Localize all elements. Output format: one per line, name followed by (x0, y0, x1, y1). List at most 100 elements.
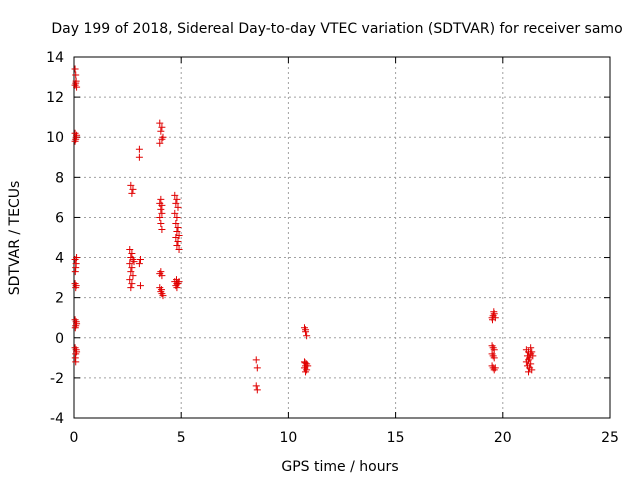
data-point (71, 137, 79, 145)
data-point (156, 139, 164, 147)
x-tick-label: 25 (601, 430, 619, 446)
y-tick-label: 12 (46, 90, 64, 106)
data-point (128, 264, 136, 272)
y-tick-label: 2 (55, 291, 64, 307)
data-point (126, 246, 134, 254)
plot-frame (73, 56, 611, 419)
data-point (528, 348, 536, 356)
data-point (73, 254, 81, 262)
data-point (135, 153, 143, 161)
x-tick-label: 0 (70, 430, 79, 446)
data-point (527, 344, 535, 352)
data-point (490, 346, 498, 354)
data-point (175, 246, 183, 254)
data-point (158, 272, 166, 280)
data-point (172, 199, 180, 207)
y-tick-label: 0 (55, 331, 64, 347)
data-point (129, 272, 137, 280)
data-point (136, 256, 144, 264)
x-tick-label: 5 (177, 430, 186, 446)
data-point (172, 276, 180, 284)
data-point (157, 127, 165, 135)
y-tick-label: 14 (46, 50, 64, 66)
axis-ticks (73, 56, 611, 419)
data-point (127, 181, 135, 189)
data-point (158, 209, 166, 217)
data-point (130, 258, 138, 266)
data-point (491, 364, 499, 372)
data-point (159, 292, 167, 300)
data-point (157, 205, 165, 213)
data-point (73, 348, 81, 356)
data-point (252, 382, 260, 390)
data-point (158, 225, 166, 233)
x-tick-label: 10 (279, 430, 297, 446)
data-point (73, 131, 81, 139)
data-point (126, 276, 134, 284)
data-point (73, 83, 81, 91)
data-point (302, 368, 310, 376)
data-point (126, 260, 134, 268)
x-tick-labels: 0 5 10 15 20 25 (70, 430, 619, 446)
data-point (157, 195, 165, 203)
y-tick-label: 6 (55, 210, 64, 226)
data-point (71, 65, 79, 73)
data-point (253, 386, 261, 394)
data-point (73, 320, 81, 328)
data-point (525, 368, 533, 376)
data-point (72, 284, 80, 292)
data-point (135, 145, 143, 153)
chart-title: Day 199 of 2018, Sidereal Day-to-day VTE… (51, 21, 622, 37)
data-point (71, 268, 79, 276)
data-point (158, 201, 166, 209)
data-point (128, 189, 136, 197)
data-point (72, 358, 80, 366)
data-point (72, 79, 80, 87)
data-point (171, 209, 179, 217)
data-point (135, 260, 143, 268)
data-point (490, 308, 498, 316)
data-point (489, 316, 497, 324)
data-point (174, 223, 182, 231)
data-point (173, 284, 181, 292)
data-point (156, 213, 164, 221)
data-point (252, 356, 260, 364)
data-point (303, 332, 311, 340)
data-point (302, 326, 310, 334)
y-tick-labels: -4 -2 0 2 4 6 8 10 12 14 (46, 50, 64, 427)
y-tick-label: -2 (50, 371, 64, 387)
data-point (529, 352, 537, 360)
x-tick-label: 15 (387, 430, 405, 446)
y-tick-label: 10 (46, 130, 64, 146)
y-tick-label: 8 (55, 170, 64, 186)
data-point (174, 238, 182, 246)
data-point (127, 268, 135, 276)
data-point (173, 227, 181, 235)
y-axis-label: SDTVAR / TECUs (7, 181, 23, 296)
data-point (173, 242, 181, 250)
y-tick-label: 4 (55, 251, 64, 267)
data-point (128, 250, 136, 258)
x-axis-label: GPS time / hours (281, 459, 398, 475)
data-point (157, 286, 165, 294)
data-point (156, 119, 164, 127)
data-point (127, 284, 135, 292)
data-point (72, 71, 80, 79)
data-point (157, 219, 165, 227)
data-point (173, 195, 181, 203)
data-point (173, 213, 181, 221)
data-point (172, 219, 180, 227)
data-point (171, 191, 179, 199)
data-point (301, 359, 309, 367)
data-point (128, 280, 136, 288)
data-points (71, 65, 537, 394)
data-point (253, 364, 261, 372)
grid-lines (74, 57, 610, 418)
data-point (71, 324, 79, 332)
data-point (522, 358, 530, 366)
data-point (158, 123, 166, 131)
data-point (136, 282, 144, 290)
data-point (129, 185, 137, 193)
data-point (159, 133, 167, 141)
